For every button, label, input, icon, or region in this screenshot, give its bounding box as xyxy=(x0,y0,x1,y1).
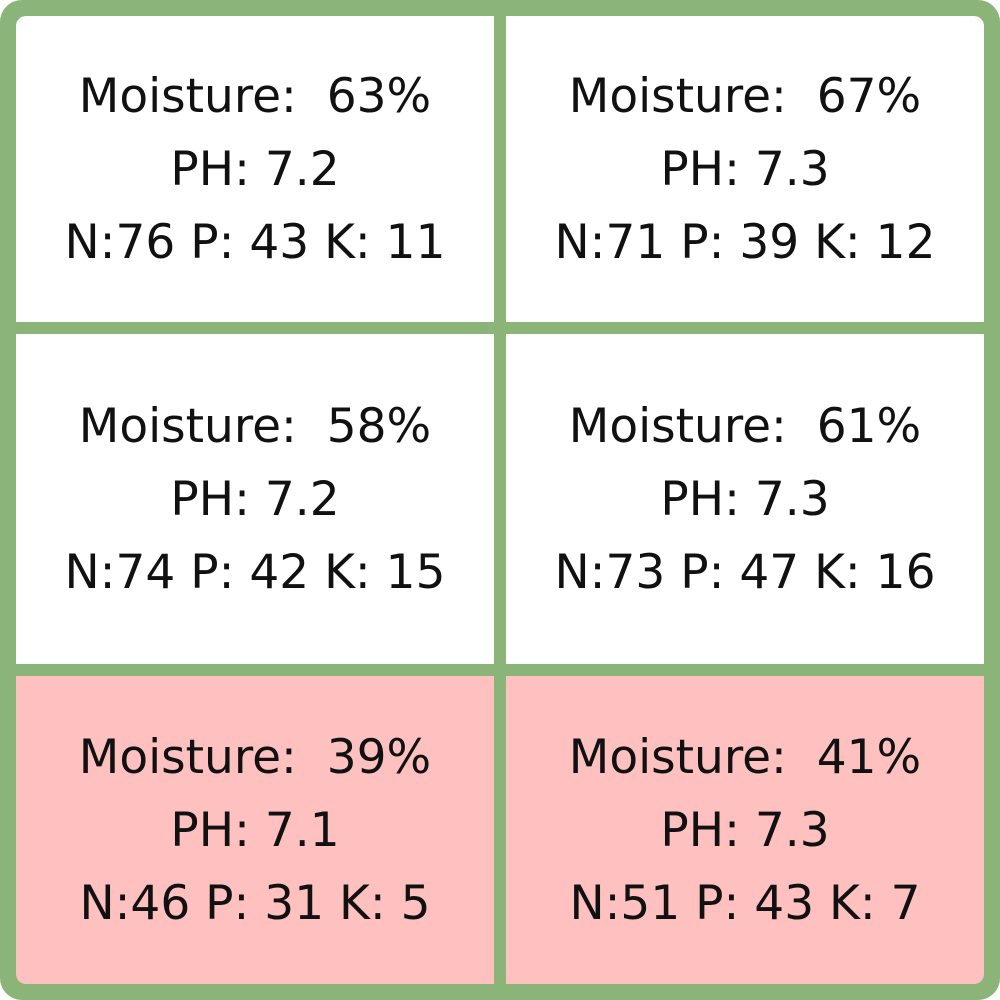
ph-reading: PH: 7.2 xyxy=(170,141,340,197)
ph-reading: PH: 7.3 xyxy=(660,802,830,858)
soil-cell-4: Moisture: 61% PH: 7.3 N:73 P: 47 K: 16 xyxy=(506,334,984,664)
soil-cell-5: Moisture: 39% PH: 7.1 N:46 P: 31 K: 5 xyxy=(16,676,494,984)
npk-reading: N:51 P: 43 K: 7 xyxy=(569,875,921,931)
moisture-reading: Moisture: 41% xyxy=(568,729,922,785)
npk-reading: N:71 P: 39 K: 12 xyxy=(554,214,936,270)
moisture-reading: Moisture: 63% xyxy=(78,68,432,124)
soil-cell-3: Moisture: 58% PH: 7.2 N:74 P: 42 K: 15 xyxy=(16,334,494,664)
npk-reading: N:74 P: 42 K: 15 xyxy=(64,544,446,600)
moisture-reading: Moisture: 61% xyxy=(568,398,922,454)
npk-reading: N:46 P: 31 K: 5 xyxy=(79,875,431,931)
npk-reading: N:76 P: 43 K: 11 xyxy=(64,214,446,270)
ph-reading: PH: 7.1 xyxy=(170,802,340,858)
moisture-reading: Moisture: 39% xyxy=(78,729,432,785)
ph-reading: PH: 7.2 xyxy=(170,471,340,527)
moisture-reading: Moisture: 58% xyxy=(78,398,432,454)
moisture-reading: Moisture: 67% xyxy=(568,68,922,124)
npk-reading: N:73 P: 47 K: 16 xyxy=(554,544,936,600)
ph-reading: PH: 7.3 xyxy=(660,471,830,527)
soil-cell-6: Moisture: 41% PH: 7.3 N:51 P: 43 K: 7 xyxy=(506,676,984,984)
soil-cell-2: Moisture: 67% PH: 7.3 N:71 P: 39 K: 12 xyxy=(506,16,984,322)
ph-reading: PH: 7.3 xyxy=(660,141,830,197)
soil-cell-1: Moisture: 63% PH: 7.2 N:76 P: 43 K: 11 xyxy=(16,16,494,322)
